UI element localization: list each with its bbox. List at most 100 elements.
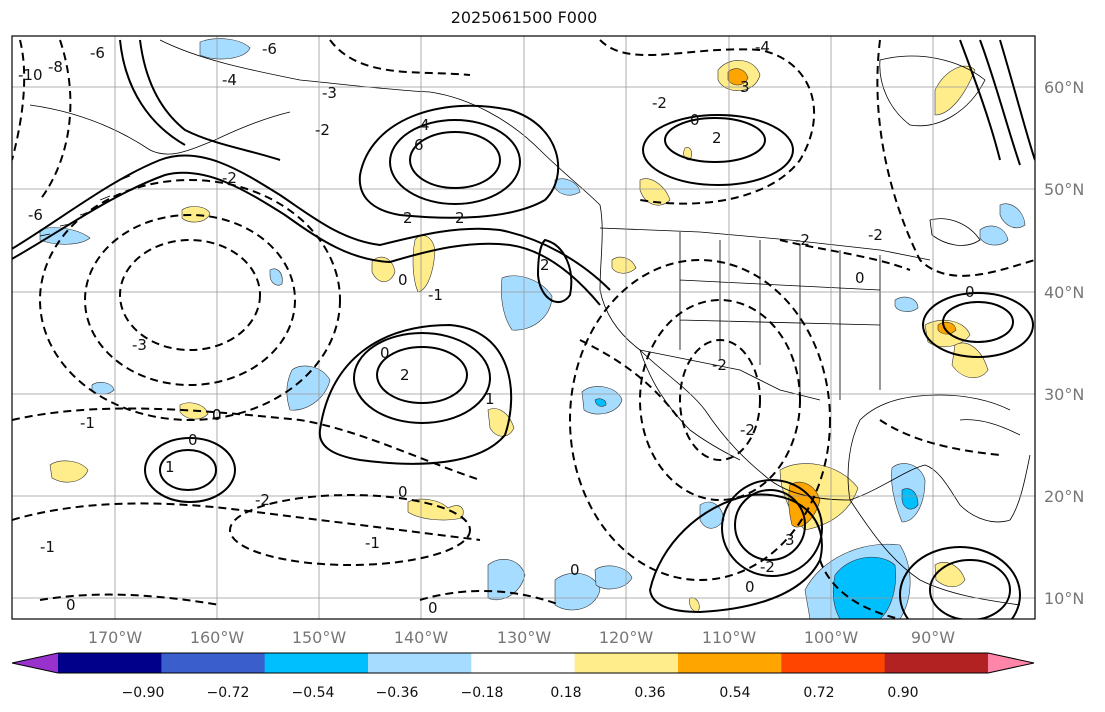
- contour-label: 2: [540, 256, 550, 274]
- contour-line: [648, 493, 823, 614]
- contour-label: -10: [18, 66, 43, 84]
- contour-line: [639, 299, 801, 501]
- colorbar-extend-max: [988, 653, 1034, 673]
- contour-label: 0: [690, 111, 700, 129]
- great-lakes: [929, 218, 981, 246]
- lon-tick-label: 110°W: [702, 628, 757, 647]
- contour-label: -8: [48, 58, 63, 76]
- contour-label: 6: [414, 136, 424, 154]
- contour-label: 2: [712, 129, 722, 147]
- contour-label: -6: [28, 206, 43, 224]
- yellow-shade: [611, 256, 637, 274]
- contour-label: 0: [398, 271, 408, 289]
- contour-label: -4: [222, 71, 237, 89]
- contour-label: -1: [40, 538, 55, 556]
- map-frame: [11, 35, 1036, 620]
- contour-label: 0: [570, 561, 580, 579]
- blue-shade: [501, 275, 553, 331]
- deepblue-shade: [594, 398, 607, 407]
- contour-label: -2: [255, 491, 270, 509]
- contour-label: -2: [652, 94, 667, 112]
- contour-label: -1: [428, 286, 443, 304]
- contour-line: [84, 214, 296, 386]
- colorbar-tick-label: 0.36: [634, 685, 665, 701]
- contour-line: [929, 559, 1011, 619]
- lon-axis: 170°W 160°W 150°W 140°W 130°W 120°W 110°…: [88, 628, 955, 647]
- blue-shade: [699, 501, 725, 529]
- baja-coast: [639, 349, 741, 461]
- lat-tick-label: 30°N: [1044, 385, 1084, 404]
- lon-tick-label: 100°W: [804, 628, 859, 647]
- blue-shade: [487, 558, 526, 601]
- contour-label: -3: [132, 336, 147, 354]
- contour-label: 0: [428, 599, 438, 617]
- contour-line: [358, 104, 560, 219]
- contour-line: [779, 239, 911, 271]
- contour-line: [229, 494, 471, 566]
- colorbar-segment: [58, 653, 162, 673]
- contour-line: [922, 292, 1034, 358]
- contour-line: [734, 489, 806, 561]
- contour-label: -6: [262, 40, 277, 58]
- contour-label: 0: [212, 406, 222, 424]
- colorbar-ticks: −0.90 −0.72 −0.54 −0.36 −0.18 0.18 0.36 …: [122, 685, 919, 701]
- deepblue-shade: [901, 488, 919, 510]
- yellow-shade: [412, 235, 436, 293]
- contour-label: 0: [66, 596, 76, 614]
- hudson-bay: [879, 55, 986, 127]
- dashed-contours: [12, 39, 1035, 619]
- contour-line: [39, 593, 221, 606]
- contour-line: [679, 339, 761, 461]
- contour-label: 0: [188, 431, 198, 449]
- colorbar-tick-label: −0.54: [292, 685, 335, 701]
- contour-label: 0: [965, 283, 975, 301]
- colorbar-outline: [11, 652, 1035, 674]
- blue-shade: [554, 178, 581, 196]
- contour-line: [318, 323, 513, 465]
- contour-line: [39, 179, 341, 421]
- contour-label: -2: [868, 226, 883, 244]
- contour-label: 2: [400, 366, 410, 384]
- yellow-shade: [407, 498, 464, 521]
- contour-label: 3: [785, 531, 795, 549]
- yellow-shade: [49, 460, 89, 483]
- contour-label: -2: [760, 558, 775, 576]
- contour-line: [879, 419, 1001, 456]
- lon-tick-label: 140°W: [394, 628, 449, 647]
- lon-tick-label: 90°W: [911, 628, 955, 647]
- lon-tick-label: 170°W: [88, 628, 143, 647]
- lon-tick-label: 150°W: [292, 628, 347, 647]
- contour-labels: 4 6 2 2 2 -2 0 2 1 0 1 0 -1 -3 0 -1 -2 -…: [18, 38, 975, 617]
- blue-shade: [594, 565, 633, 590]
- contour-line: [12, 407, 481, 481]
- contour-line: [329, 39, 471, 76]
- orange-shade: [727, 68, 749, 86]
- colorbar-segment: [678, 653, 782, 673]
- colorbar-tick-label: 0.18: [550, 685, 581, 701]
- yellow-shade: [371, 256, 396, 283]
- blue-shade: [894, 296, 919, 312]
- colorbar-tick-label: 0.72: [803, 685, 834, 701]
- yellow-shade: [934, 65, 976, 116]
- contour-line: [12, 154, 611, 291]
- contour-label: -4: [755, 38, 770, 56]
- contour-label: 3: [740, 78, 750, 96]
- contour-label: -6: [90, 44, 105, 62]
- colorbar-extend-min: [12, 653, 58, 673]
- blue-shade: [979, 225, 1009, 246]
- gulf-coast: [847, 394, 1011, 501]
- colorbar-tick-label: 0.54: [719, 685, 750, 701]
- contour-line: [579, 339, 681, 421]
- contour-line: [376, 346, 468, 404]
- contour-label: 4: [420, 116, 430, 134]
- colorbar-segment: [161, 653, 266, 673]
- contour-label: -3: [322, 84, 337, 102]
- contour-line: [409, 131, 501, 189]
- contour-line: [899, 546, 1021, 619]
- lat-tick-label: 10°N: [1044, 589, 1084, 608]
- colorbar-segment: [781, 653, 886, 673]
- colorbar-tick-label: −0.36: [376, 685, 419, 701]
- colorbar: [11, 652, 1035, 674]
- lat-tick-label: 40°N: [1044, 283, 1084, 302]
